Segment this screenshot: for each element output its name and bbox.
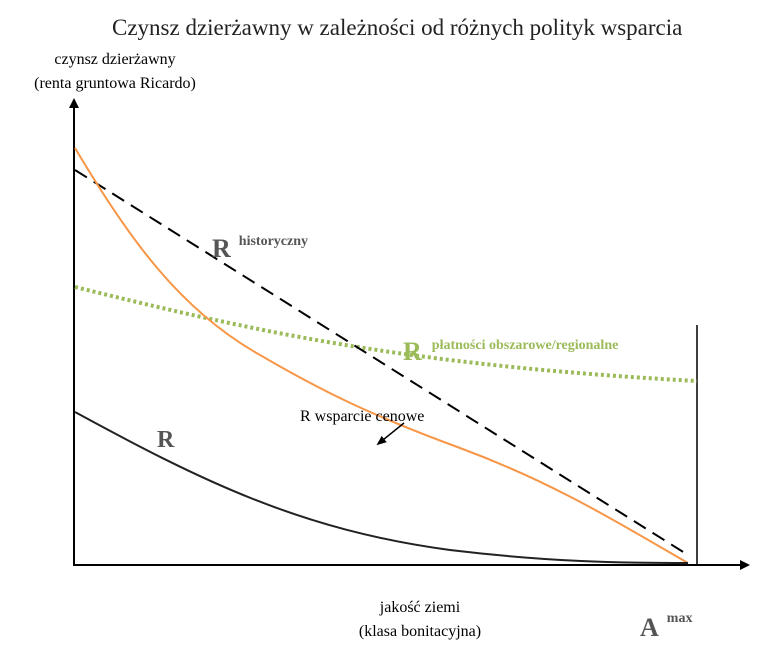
curve-base	[74, 411, 689, 564]
x-axis-label: jakość ziemi	[379, 599, 461, 616]
curve-price-support	[74, 147, 689, 564]
curve-area-payments	[74, 285, 698, 383]
curve-label: R wsparcie cenowe	[300, 408, 424, 425]
label-arrow	[376, 422, 405, 446]
curve-label: R	[157, 427, 175, 453]
x-axis-label: (klasa bonitacyjna)	[359, 623, 481, 640]
title: Czynsz dzierżawny w zależności od różnyc…	[112, 15, 682, 40]
y-axis-label: czynsz dzierżawny	[54, 51, 175, 68]
y-axis-label: (renta gruntowa Ricardo)	[34, 75, 196, 92]
curve-historical	[74, 169, 689, 556]
